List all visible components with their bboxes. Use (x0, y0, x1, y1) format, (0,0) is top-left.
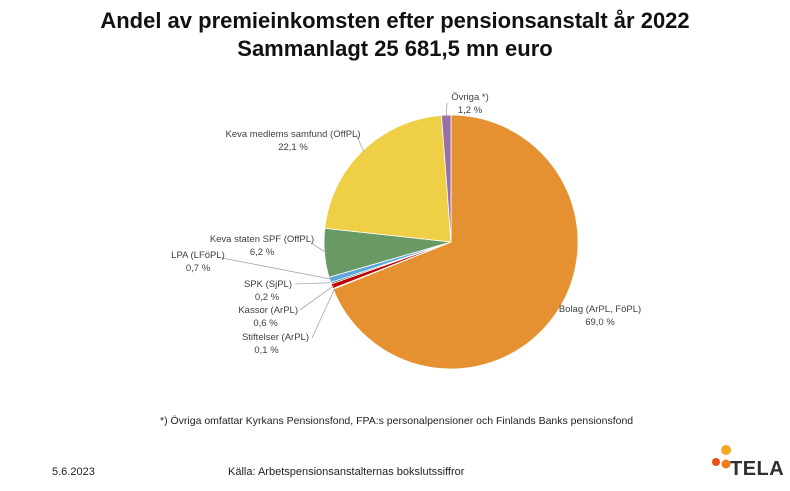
slice-label: SPK (SjPL) (244, 279, 292, 290)
slice-label: Keva staten SPF (OffPL) (210, 234, 314, 245)
leader-line (445, 102, 448, 118)
source-label: Källa: Arbetspensionsanstalternas bokslu… (228, 466, 465, 478)
leader-line (294, 282, 333, 285)
leader-line (311, 287, 336, 339)
chart-title: Andel av premieinkomsten efter pensionsa… (100, 8, 690, 33)
slice-value: 69,0 % (585, 317, 615, 328)
slice-value: 0,2 % (255, 292, 280, 303)
pie-slice (332, 114, 579, 370)
date-label: 5.6.2023 (52, 466, 95, 478)
logo-dot-top (721, 445, 731, 455)
chart-subtitle: Sammanlagt 25 681,5 mn euro (237, 36, 553, 61)
logo-text: TELA (730, 458, 785, 480)
footnote: *) Övriga omfattar Kyrkans Pensionsfond,… (160, 415, 634, 427)
tela-logo-icon (712, 445, 731, 469)
slice-label: Övriga *) (451, 92, 488, 103)
slice-label: Bolag (ArPL, FöPL) (559, 304, 641, 315)
slice-label: Keva medlems samfund (OffPL) (226, 129, 361, 140)
slice-value: 0,1 % (254, 345, 279, 356)
leader-line (221, 257, 332, 280)
slice-value: 0,6 % (253, 318, 278, 329)
slice-label: LPA (LFöPL) (171, 250, 225, 261)
pie-slice (324, 114, 452, 243)
slice-value: 22,1 % (278, 142, 308, 153)
slice-value: 0,7 % (186, 263, 211, 274)
slice-value: 6,2 % (250, 247, 275, 258)
logo-dot-left (712, 458, 720, 466)
leader-line (310, 242, 327, 254)
leader-line (299, 285, 335, 311)
logo-dot-mid (721, 459, 731, 469)
slice-label: Stiftelser (ArPL) (242, 332, 309, 343)
leader-line (355, 133, 365, 153)
slice-value: 1,2 % (458, 105, 483, 116)
slice-label: Kassor (ArPL) (238, 305, 298, 316)
